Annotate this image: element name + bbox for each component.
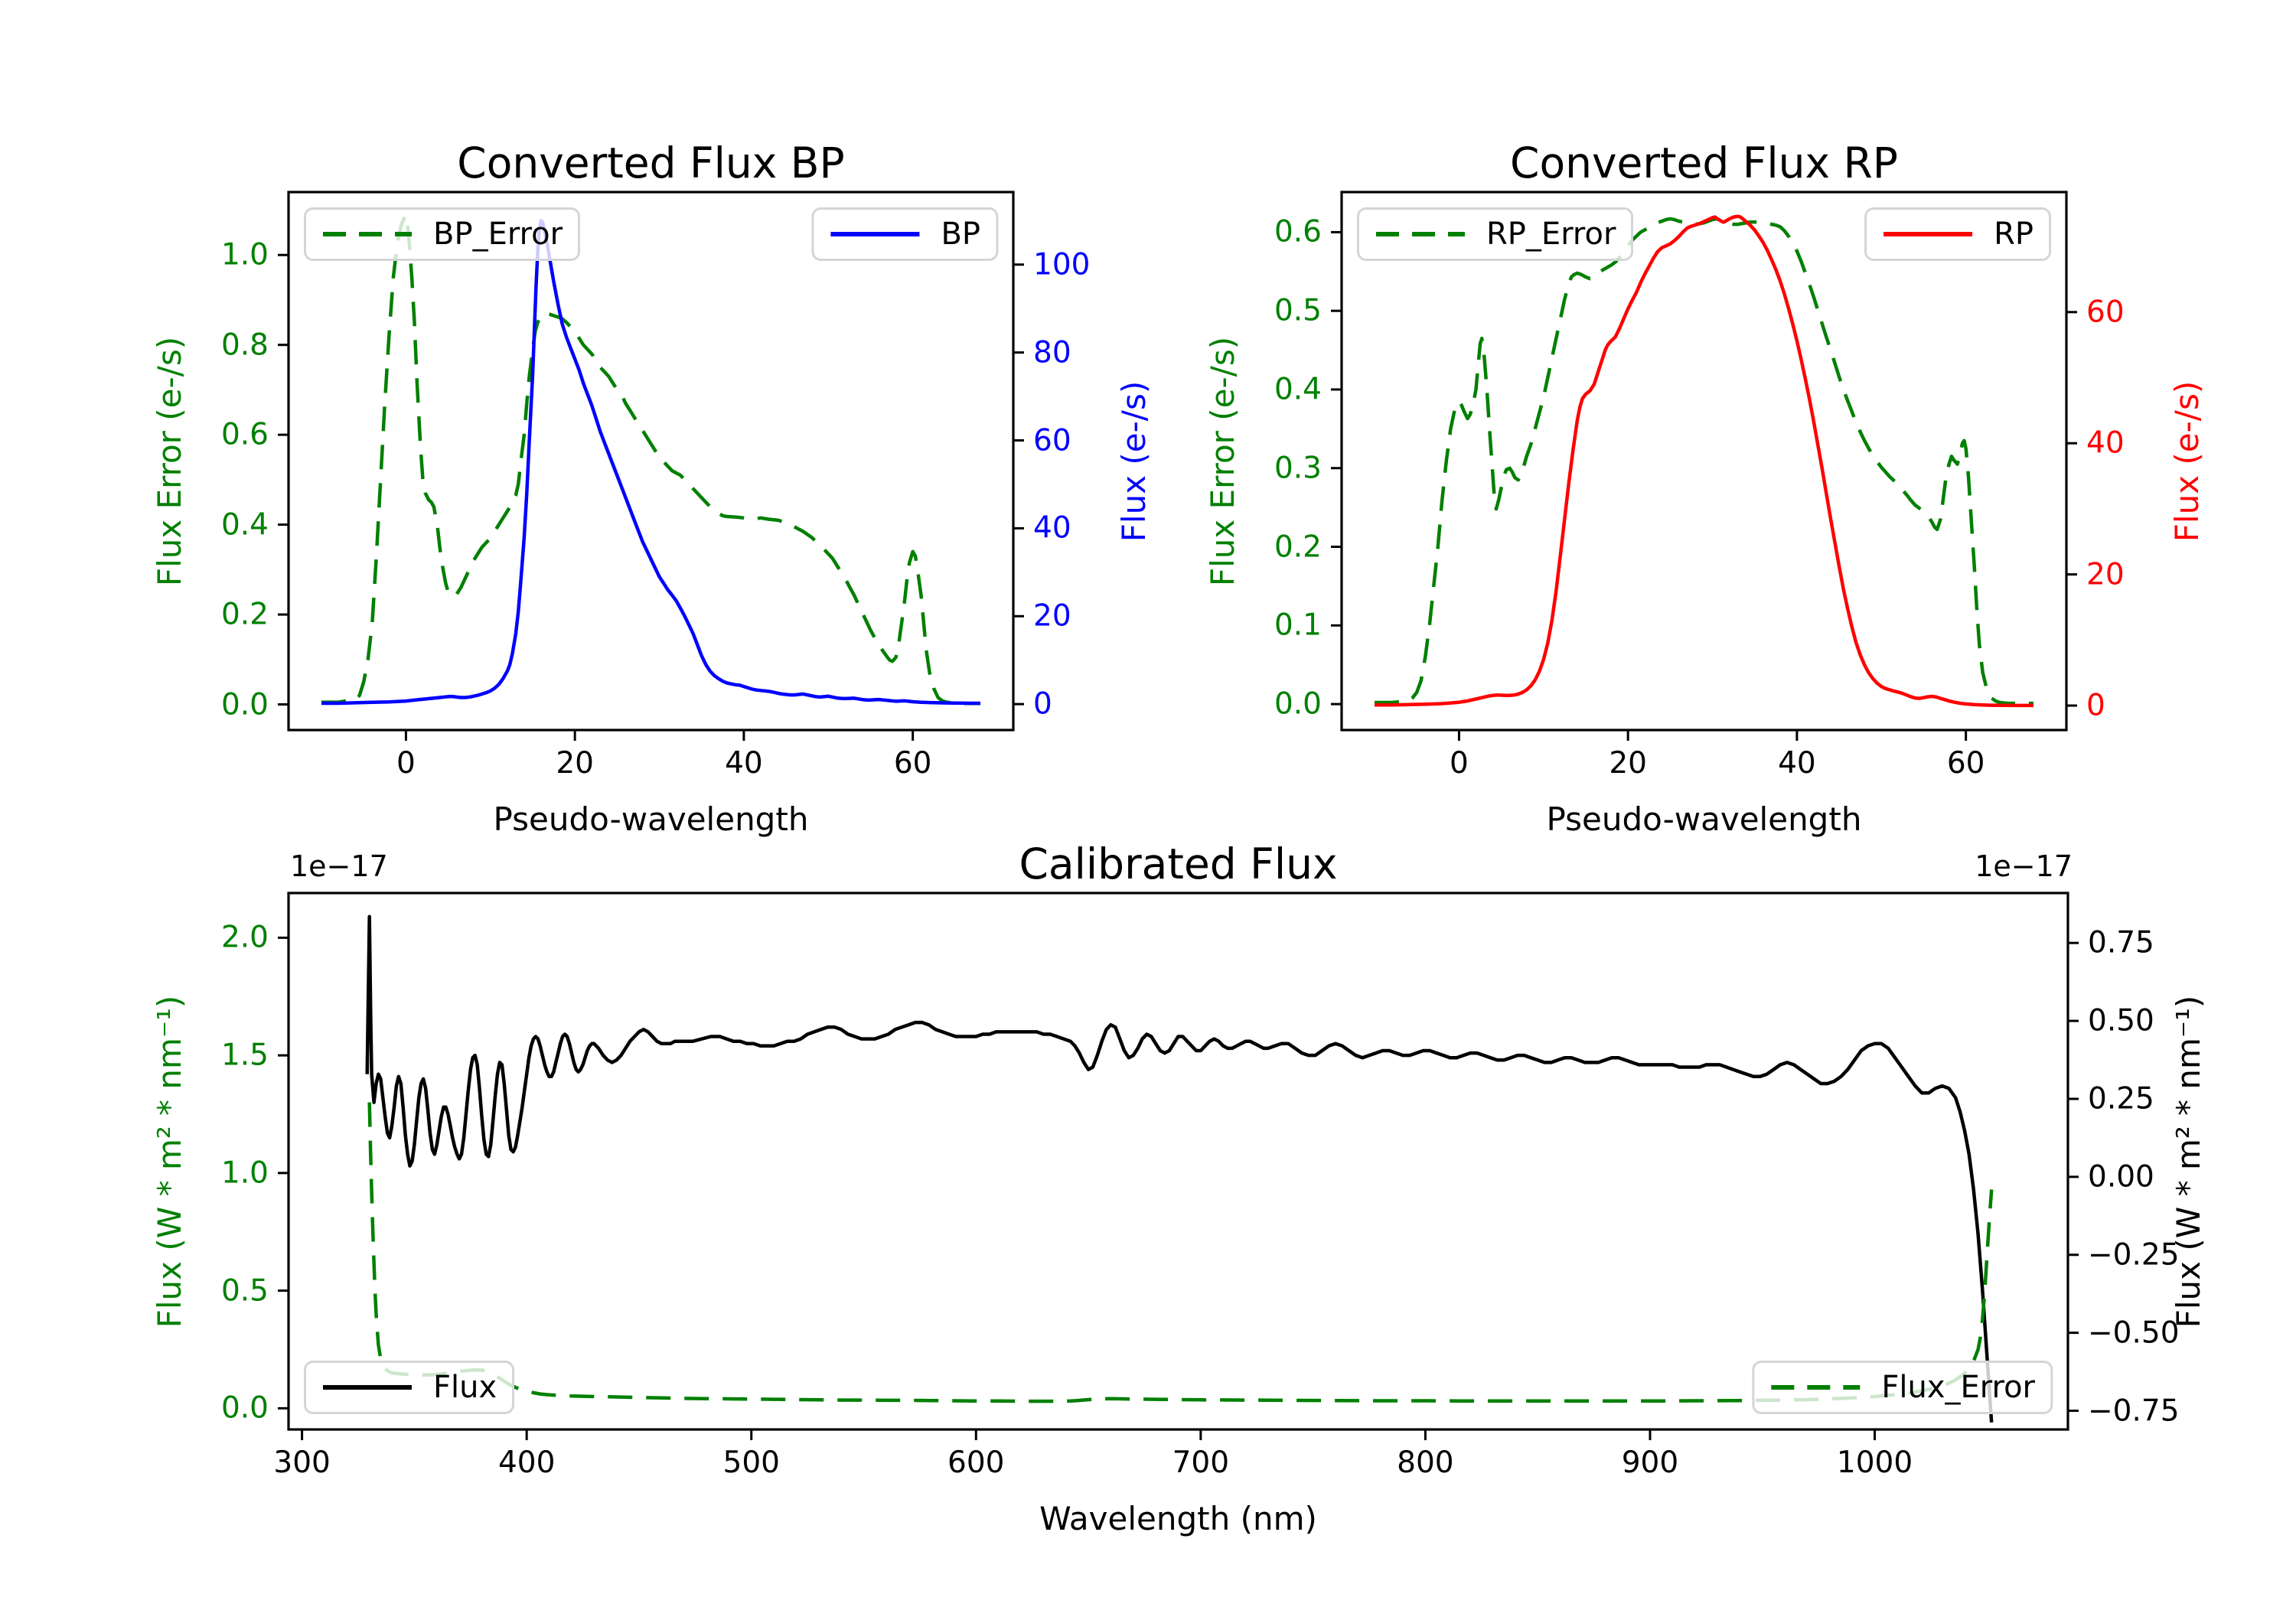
legend-label: RP bbox=[1994, 217, 2033, 252]
y-tick-label-right: 0 bbox=[1033, 686, 1052, 722]
ylabel-right-cal: Flux (W * m² * nm⁻¹) bbox=[2170, 995, 2207, 1328]
flux-error-curve bbox=[367, 1102, 1994, 1403]
x-tick-label: 0 bbox=[1449, 746, 1469, 781]
rp-curve bbox=[1375, 214, 2033, 708]
x-tick-label: 900 bbox=[1621, 1446, 1679, 1480]
y-tick-label-left: 0.2 bbox=[1274, 530, 1322, 565]
legend-label: BP bbox=[941, 217, 980, 252]
legend-line-sample bbox=[323, 232, 412, 236]
y-tick-label-right: 0.50 bbox=[2088, 1003, 2154, 1038]
bp-curve bbox=[321, 219, 980, 706]
bp-error-curve bbox=[321, 213, 980, 706]
y-tick-label-left: 0.8 bbox=[220, 328, 269, 363]
legend-flux: Flux bbox=[304, 1361, 515, 1414]
legend-rp-error: RP_Error bbox=[1357, 207, 1634, 261]
x-tick-label: 600 bbox=[947, 1446, 1005, 1480]
y-tick-label-left: 1.5 bbox=[220, 1038, 269, 1073]
chart-title-cal: Calibrated Flux bbox=[1019, 839, 1338, 888]
legend-line-sample bbox=[323, 1385, 412, 1390]
y-tick-label-right: 60 bbox=[2086, 295, 2125, 330]
ylabel-left-bp: Flux Error (e-/s) bbox=[151, 336, 188, 586]
x-tick-label: 20 bbox=[1609, 746, 1647, 781]
legend-label: Flux_Error bbox=[1881, 1370, 2035, 1405]
chart-title-bp: Converted Flux BP bbox=[457, 139, 845, 187]
y-tick-label-right: −0.50 bbox=[2088, 1315, 2180, 1351]
legend-label: RP_Error bbox=[1486, 217, 1616, 252]
y-tick-label-right: −0.75 bbox=[2088, 1393, 2180, 1429]
y-tick-label-left: 0.6 bbox=[220, 417, 269, 452]
x-tick-label: 20 bbox=[556, 746, 594, 781]
x-tick-label: 40 bbox=[1778, 746, 1816, 781]
y-tick-label-right: 20 bbox=[2086, 557, 2125, 592]
xlabel-rp: Pseudo-wavelength bbox=[1546, 800, 1862, 838]
y-tick-label-right: 80 bbox=[1033, 335, 1071, 370]
x-tick-label: 60 bbox=[893, 746, 932, 781]
legend-bp: BP bbox=[811, 207, 998, 261]
ylabel-left-rp: Flux Error (e-/s) bbox=[1204, 336, 1241, 586]
chart-title-rp: Converted Flux RP bbox=[1510, 139, 1898, 187]
y-tick-label-left: 1.0 bbox=[220, 1156, 269, 1191]
y-tick-label-right: 40 bbox=[2086, 425, 2125, 461]
y-tick-label-right: 0.75 bbox=[2088, 925, 2154, 960]
legend-line-sample bbox=[1376, 232, 1465, 236]
x-tick-label: 700 bbox=[1172, 1446, 1230, 1480]
y-tick-label-left: 0.0 bbox=[1274, 686, 1322, 722]
y-tick-label-right: 0.00 bbox=[2088, 1159, 2154, 1195]
plot-area-bp bbox=[278, 191, 1024, 741]
y-tick-label-left: 0.4 bbox=[220, 507, 269, 543]
y-tick-label-left: 0.3 bbox=[1274, 451, 1322, 486]
x-tick-label: 300 bbox=[273, 1446, 331, 1480]
y-tick-label-right: −0.25 bbox=[2088, 1237, 2180, 1273]
legend-label: Flux bbox=[433, 1370, 497, 1405]
legend-line-sample bbox=[830, 232, 920, 236]
y-tick-label-left: 1.0 bbox=[220, 237, 269, 272]
y-tick-label-left: 0.6 bbox=[1274, 214, 1322, 249]
legend-label: BP_Error bbox=[433, 217, 563, 252]
xlabel-bp: Pseudo-wavelength bbox=[493, 800, 809, 838]
flux-curve bbox=[365, 914, 1994, 1423]
x-tick-label: 800 bbox=[1397, 1446, 1454, 1480]
y-tick-label-right: 0.25 bbox=[2088, 1081, 2154, 1116]
y-tick-label-left: 0.4 bbox=[1274, 372, 1322, 407]
x-tick-label: 500 bbox=[722, 1446, 780, 1480]
y-tick-label-right: 40 bbox=[1033, 510, 1071, 546]
legend-flux-error: Flux_Error bbox=[1752, 1361, 2053, 1414]
offset-text-left: 1e−17 bbox=[290, 849, 388, 883]
x-tick-label: 60 bbox=[1946, 746, 1985, 781]
plot-area-rp bbox=[1331, 191, 2077, 741]
y-tick-label-right: 100 bbox=[1033, 247, 1091, 282]
x-tick-label: 0 bbox=[396, 746, 416, 781]
y-tick-label-right: 0 bbox=[2086, 688, 2105, 723]
y-tick-label-left: 0.0 bbox=[220, 1390, 269, 1426]
y-tick-label-left: 2.0 bbox=[220, 920, 269, 955]
y-tick-label-left: 0.0 bbox=[220, 687, 269, 722]
y-tick-label-left: 0.5 bbox=[1274, 293, 1322, 328]
y-tick-label-right: 20 bbox=[1033, 598, 1071, 634]
legend-line-sample bbox=[1771, 1385, 1861, 1390]
legend-rp: RP bbox=[1864, 207, 2051, 261]
x-tick-label: 1000 bbox=[1836, 1446, 1913, 1480]
offset-text-right: 1e−17 bbox=[1975, 849, 2073, 883]
ylabel-left-cal: Flux (W * m² * nm⁻¹) bbox=[151, 995, 188, 1328]
y-tick-label-left: 0.2 bbox=[220, 597, 269, 632]
ylabel-right-rp: Flux (e-/s) bbox=[2168, 380, 2206, 542]
y-tick-label-right: 60 bbox=[1033, 423, 1071, 458]
rp-error-curve bbox=[1375, 217, 2033, 706]
legend-line-sample bbox=[1883, 232, 1973, 236]
xlabel-cal: Wavelength (nm) bbox=[1039, 1500, 1317, 1537]
y-tick-label-left: 0.1 bbox=[1274, 608, 1322, 643]
legend-bp-error: BP_Error bbox=[304, 207, 581, 261]
x-tick-label: 400 bbox=[497, 1446, 556, 1480]
x-tick-label: 40 bbox=[725, 746, 763, 781]
ylabel-right-bp: Flux (e-/s) bbox=[1115, 380, 1153, 542]
y-tick-label-left: 0.5 bbox=[220, 1273, 269, 1309]
